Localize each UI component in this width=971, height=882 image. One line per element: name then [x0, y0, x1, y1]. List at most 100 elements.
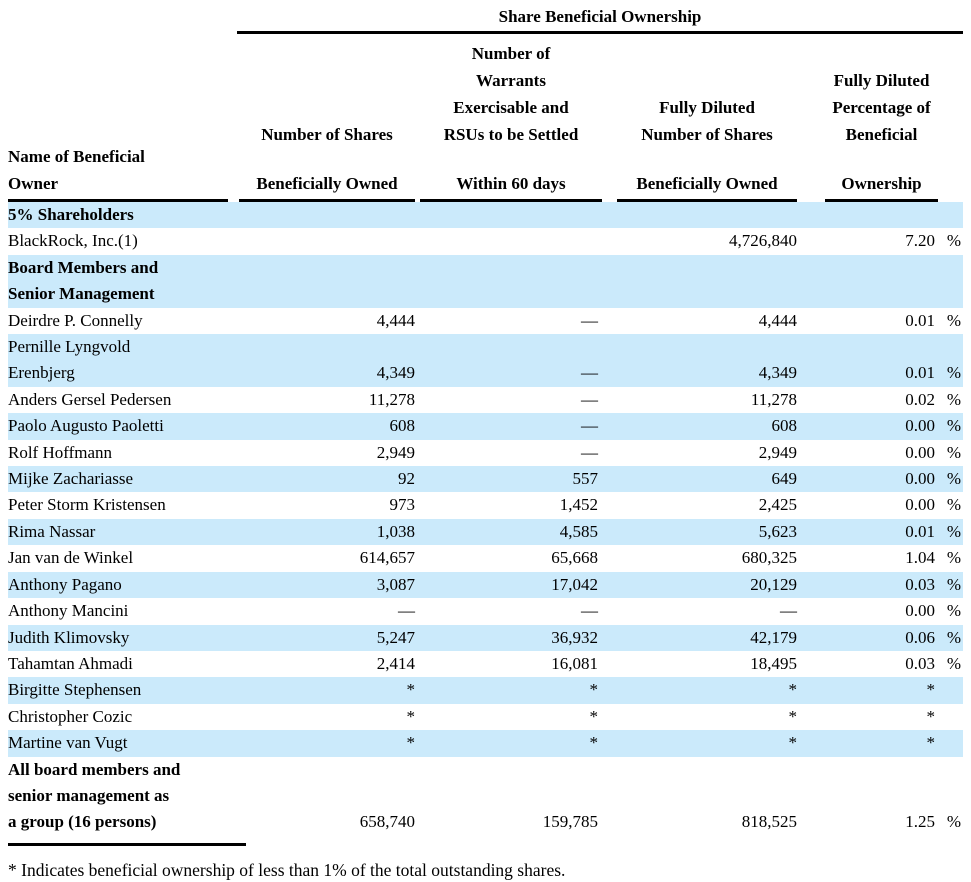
percentage-cell: 0.01%: [800, 308, 963, 334]
percentage-cell: 0.00%: [800, 466, 963, 492]
shares-cell: *: [406, 706, 416, 726]
shares-cell: —: [398, 601, 415, 621]
percent-sign: %: [946, 521, 961, 541]
shares-cell: 4,444: [376, 310, 415, 330]
name-cell: Mijke Zachariasse: [8, 469, 134, 489]
percentage-cell: 0.02%: [800, 387, 963, 413]
warrants-cell: 4,585: [559, 521, 598, 541]
shares-cell: 614,657: [359, 548, 415, 568]
column-header-name-label: Name of Beneficial Owner: [8, 143, 228, 202]
name-cell: 5% Shareholders: [8, 205, 134, 224]
warrants-cell: [420, 255, 605, 308]
percentage-cell: 0.01%: [800, 334, 963, 387]
name-cell: Judith Klimovsky: [8, 627, 130, 647]
table-row: All board members and senior management a…: [8, 756, 963, 836]
shares-cell: 973: [389, 495, 416, 515]
warrants-cell: [420, 202, 605, 228]
table-row: Martine van Vugt * * * *: [8, 730, 963, 757]
warrants-cell: —: [581, 416, 598, 436]
diluted-cell: *: [788, 680, 798, 700]
table-row: Jan van de Winkel 614,657 65,668 680,325 1.0…: [8, 545, 963, 572]
shares-cell: 2,949: [376, 442, 415, 462]
table-header: Name of Beneficial Owner Share Beneficial…: [8, 4, 963, 202]
shares-cell: [237, 228, 420, 254]
name-cell: Board Members and Senior Management: [8, 257, 159, 304]
name-cell: Anthony Pagano: [8, 574, 122, 594]
table-row: Anthony Mancini — — —0.00%: [8, 598, 963, 625]
warrants-cell: *: [589, 706, 599, 726]
name-cell: Martine van Vugt: [8, 733, 128, 753]
percent-sign: %: [946, 389, 961, 409]
percentage-cell: 0.03%: [800, 572, 963, 598]
percentage-cell: 1.04%: [800, 545, 963, 571]
column-header-diluted-label: Fully Diluted Number of Shares Beneficiall…: [617, 94, 797, 202]
percent-sign: %: [946, 653, 961, 673]
shares-cell: 1,038: [376, 521, 415, 541]
shares-cell: 2,414: [376, 653, 415, 673]
percentage-cell: [800, 202, 963, 228]
diluted-cell: 608: [771, 416, 798, 436]
shares-cell: 4,349: [376, 363, 415, 383]
warrants-cell: 65,668: [551, 548, 598, 568]
warrants-cell: *: [589, 680, 599, 700]
warrants-cell: 1,452: [559, 495, 598, 515]
percentage-cell: *: [926, 680, 936, 700]
table-row: Peter Storm Kristensen 973 1,452 2,425 0.00%: [8, 492, 963, 519]
percent-sign: %: [946, 495, 961, 515]
warrants-cell: [420, 228, 605, 254]
percent-sign: %: [946, 574, 961, 594]
diluted-cell: 2,949: [758, 442, 797, 462]
name-cell: Peter Storm Kristensen: [8, 495, 166, 515]
table-row: Deirdre P. Connelly 4,444—4,444 0.01%: [8, 307, 963, 335]
column-header-shares: Number of Shares Beneficially Owned: [237, 40, 420, 202]
table-row: Judith Klimovsky 5,247 36,932 42,179 0.06%: [8, 624, 963, 651]
warrants-cell: 16,081: [551, 653, 598, 673]
table-row: Pernille Lyngvold Erenbjerg 4,349—4,349 0.0…: [8, 334, 963, 387]
diluted-cell: [605, 255, 800, 308]
column-header-percentage: Fully Diluted Percentage of Beneficial Owne…: [800, 40, 963, 202]
percentage-cell: 7.20%: [800, 228, 963, 254]
table-row: Anthony Pagano 3,087 17,042 20,129 0.03%: [8, 571, 963, 599]
table-row: Mijke Zachariasse 92 557 649 0.00%: [8, 466, 963, 493]
name-cell: Deirdre P. Connelly: [8, 310, 143, 330]
column-header-warrants-label: Number of Warrants Exercisable and RSUs to …: [420, 40, 602, 202]
percentage-cell: *: [926, 706, 936, 726]
name-cell: Rima Nassar: [8, 521, 96, 541]
table-row: Rima Nassar 1,038 4,585 5,623 0.01%: [8, 518, 963, 546]
shares-cell: 92: [398, 469, 415, 489]
footnote: * Indicates beneficial ownership of less…: [8, 859, 566, 880]
percent-sign: %: [946, 627, 961, 647]
table-row: Rolf Hoffmann 2,949—2,949 0.00%: [8, 439, 963, 467]
name-cell: Anders Gersel Pedersen: [8, 389, 172, 409]
warrants-cell: 17,042: [551, 574, 598, 594]
diluted-cell: 4,349: [758, 363, 797, 383]
shares-cell: 608: [389, 416, 416, 436]
column-header-warrants: Number of Warrants Exercisable and RSUs to …: [420, 40, 605, 202]
table-body: 5% Shareholders BlackRock, Inc.(1) 4,726,8…: [8, 202, 963, 836]
name-cell: Rolf Hoffmann: [8, 442, 113, 462]
shares-cell: 3,087: [376, 574, 415, 594]
name-cell: Tahamtan Ahmadi: [8, 653, 133, 673]
warrants-cell: 159,785: [542, 812, 598, 832]
name-cell: Jan van de Winkel: [8, 548, 134, 568]
shares-cell: [237, 202, 420, 228]
percentage-cell: 0.06%: [800, 625, 963, 651]
diluted-cell: 11,278: [750, 389, 797, 409]
table-row: Board Members and Senior Management: [8, 254, 963, 308]
column-header-percentage-label: Fully Diluted Percentage of Beneficial Owne…: [825, 67, 938, 202]
shares-cell: 658,740: [359, 812, 415, 832]
percentage-cell: 0.00%: [800, 440, 963, 466]
warrants-cell: 36,932: [551, 627, 598, 647]
table-row: BlackRock, Inc.(1) 4,726,840 7.20%: [8, 228, 963, 255]
shares-cell: *: [406, 733, 416, 753]
warrants-cell: —: [581, 442, 598, 462]
warrants-cell: —: [581, 389, 598, 409]
table-bottom-rule: [8, 842, 246, 846]
percent-sign: %: [946, 416, 961, 436]
diluted-cell: *: [788, 706, 798, 726]
shares-cell: *: [406, 680, 416, 700]
percent-sign: %: [946, 310, 961, 330]
percent-sign: %: [946, 548, 961, 568]
table-row: Christopher Cozic * * * *: [8, 703, 963, 731]
